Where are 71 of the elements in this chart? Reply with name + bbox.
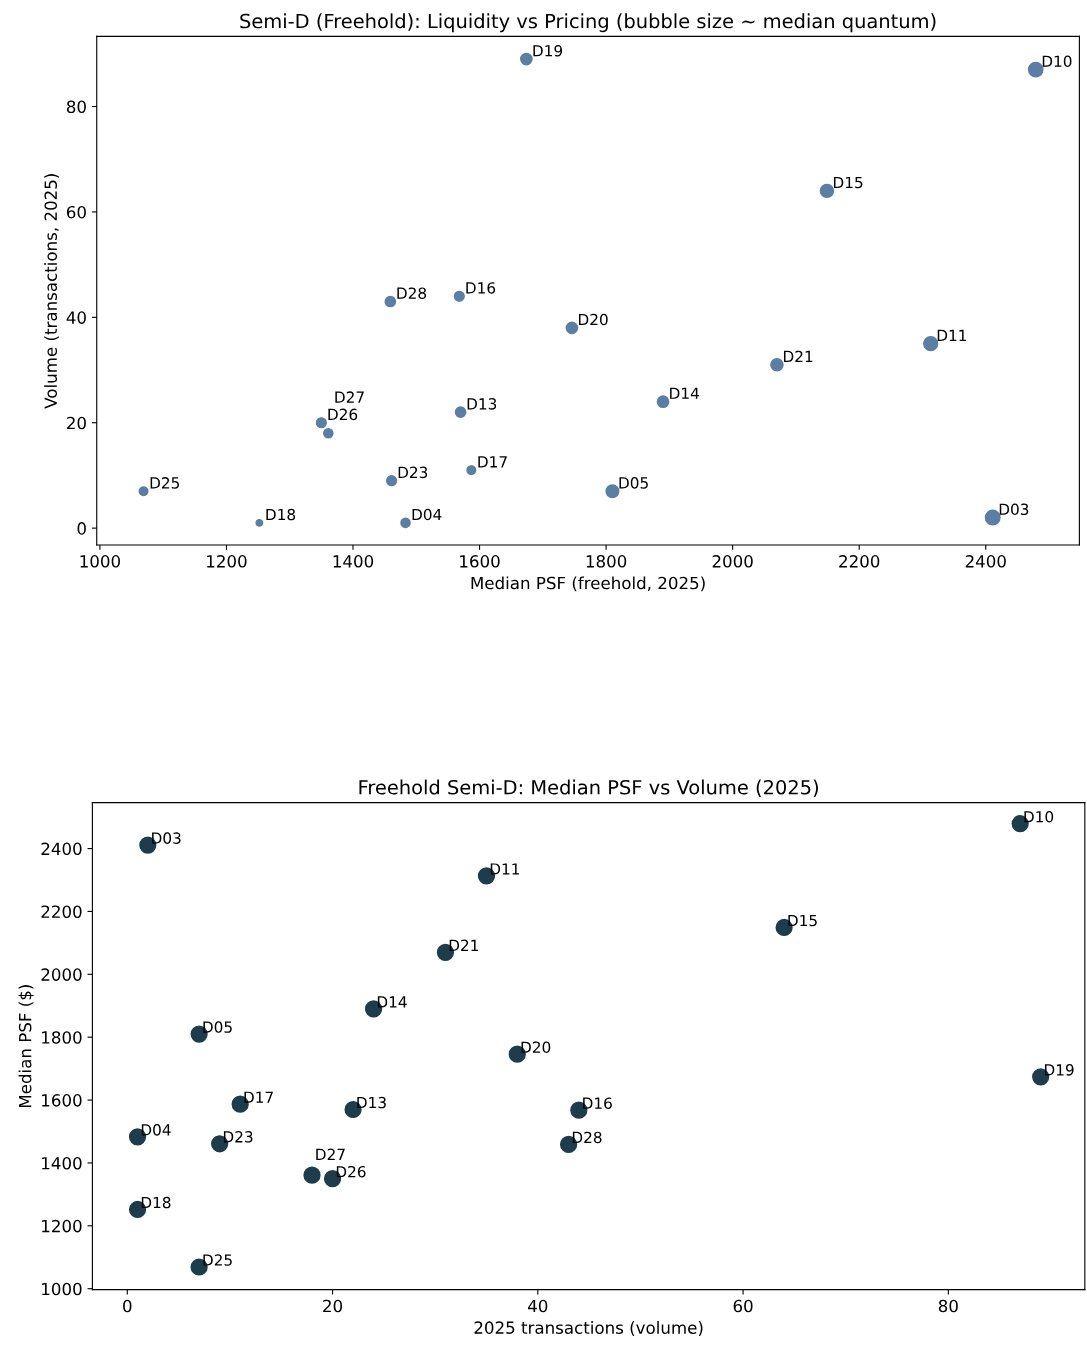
annotation: D13 bbox=[467, 398, 497, 410]
annotation: D23 bbox=[398, 466, 428, 479]
y-tick-label: 2000 bbox=[41, 968, 82, 981]
annotation: D25 bbox=[150, 477, 179, 489]
annotation: D03 bbox=[999, 503, 1029, 516]
y-tick-label: 2200 bbox=[41, 905, 82, 918]
x-axis-title: Median PSF (freehold, 2025) bbox=[471, 576, 705, 592]
y-tick-label: 2400 bbox=[41, 842, 82, 856]
annotation: D10 bbox=[1042, 55, 1072, 68]
annotation: D19 bbox=[533, 44, 563, 57]
x-tick-label: 1200 bbox=[207, 555, 247, 568]
y-tick-label: 20 bbox=[67, 416, 86, 430]
y-tick-label: 1200 bbox=[42, 1219, 82, 1233]
annotation: D27 bbox=[335, 391, 364, 403]
x-tick-label: 0 bbox=[123, 1299, 132, 1313]
x-tick-label: 20 bbox=[323, 1299, 343, 1313]
y-tick-label: 1800 bbox=[42, 1031, 82, 1044]
x-tick-label: 1800 bbox=[586, 555, 627, 568]
annotation: D20 bbox=[521, 1041, 551, 1053]
annotation: D28 bbox=[572, 1131, 602, 1144]
x-tick-label: 1400 bbox=[333, 555, 374, 568]
annotation: D17 bbox=[244, 1091, 273, 1103]
annotation: D21 bbox=[449, 939, 479, 951]
annotation: D18 bbox=[141, 1196, 171, 1209]
annotation: D14 bbox=[670, 387, 699, 399]
annotation: D18 bbox=[266, 508, 296, 521]
annotation: D13 bbox=[357, 1096, 386, 1109]
annotation: D15 bbox=[833, 176, 863, 189]
annotation: D04 bbox=[412, 508, 442, 521]
annotation: D26 bbox=[336, 1165, 366, 1178]
x-tick-label: 80 bbox=[938, 1299, 958, 1313]
y-tick-label: 60 bbox=[66, 205, 86, 219]
y-tick-label: 0 bbox=[77, 522, 86, 535]
annotation: D28 bbox=[397, 287, 427, 299]
y-axis-title: Volume (transactions, 2025) bbox=[44, 174, 59, 409]
y-tick-label: 80 bbox=[66, 100, 86, 114]
annotation: D03 bbox=[152, 832, 181, 844]
annotation: D10 bbox=[1024, 810, 1054, 823]
y-tick-label: 40 bbox=[66, 311, 86, 324]
y-tick-label: 1400 bbox=[42, 1156, 82, 1170]
annotation: D05 bbox=[619, 477, 648, 489]
annotation: D26 bbox=[328, 408, 358, 421]
chart-title: Freehold Semi-D: Median PSF vs Volume (2025) bbox=[359, 779, 818, 797]
y-tick-label: 1000 bbox=[42, 1282, 82, 1296]
x-tick-label: 2200 bbox=[839, 555, 880, 568]
x-tick-label: 2000 bbox=[712, 555, 753, 568]
annotation: D17 bbox=[478, 456, 507, 468]
x-tick-label: 2400 bbox=[965, 555, 1006, 568]
annotation: D04 bbox=[141, 1124, 171, 1136]
annotation: D05 bbox=[203, 1021, 232, 1033]
x-tick-label: 60 bbox=[733, 1299, 753, 1313]
annotation: D11 bbox=[937, 329, 967, 341]
annotation: D15 bbox=[788, 914, 817, 927]
x-tick-label: 40 bbox=[528, 1299, 548, 1313]
y-tick-label: 1600 bbox=[42, 1094, 82, 1107]
annotation: D19 bbox=[1044, 1064, 1074, 1076]
annotation: D21 bbox=[784, 350, 813, 362]
annotation: D16 bbox=[583, 1097, 612, 1109]
annotation: D25 bbox=[203, 1254, 232, 1266]
annotation: D20 bbox=[578, 313, 608, 326]
x-axis-title: 2025 transactions (volume) bbox=[474, 1321, 703, 1336]
annotation: D27 bbox=[316, 1148, 345, 1160]
annotation: D11 bbox=[490, 863, 520, 875]
annotation: D14 bbox=[377, 996, 407, 1008]
annotation: D23 bbox=[223, 1131, 253, 1143]
y-axis-title: Median PSF ($) bbox=[18, 985, 34, 1108]
chart-title: Semi-D (Freehold): Liquidity vs Pricing (bubble size ~ median quantum) bbox=[240, 13, 936, 33]
x-tick-label: 1600 bbox=[460, 555, 500, 568]
x-tick-label: 1000 bbox=[80, 555, 121, 568]
annotation: D16 bbox=[466, 282, 496, 294]
point bbox=[303, 1166, 321, 1184]
